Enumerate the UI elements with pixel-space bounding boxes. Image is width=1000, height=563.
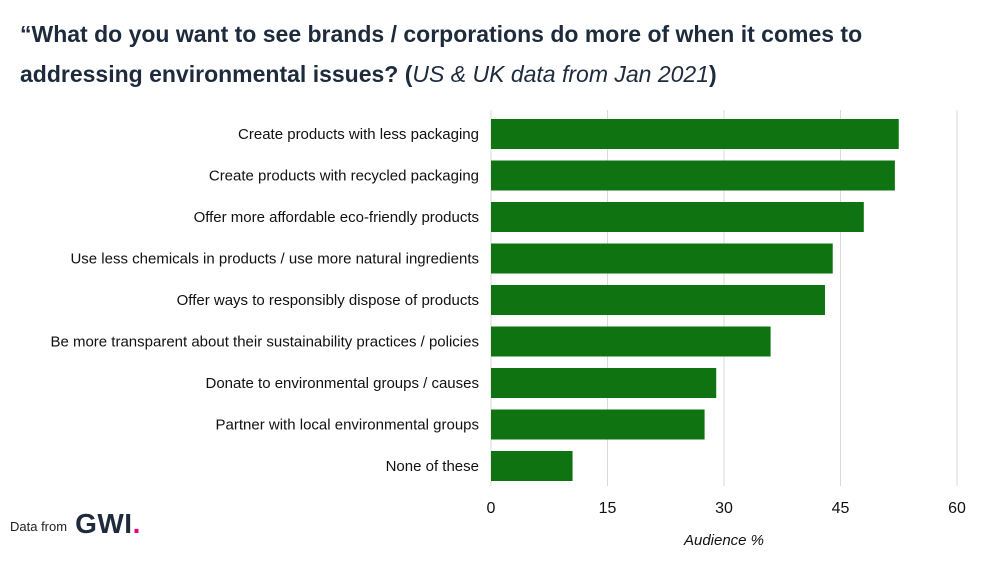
bar-2	[491, 202, 864, 232]
source-footer: Data from GWI.	[10, 508, 141, 540]
category-label-2: Offer more affordable eco-friendly produ…	[194, 209, 479, 226]
category-label-3: Use less chemicals in products / use mor…	[70, 251, 479, 268]
logo-text: GWI	[75, 508, 133, 539]
x-tick-label-1: 15	[599, 500, 617, 517]
title-main: “What do you want to see brands / corpor…	[20, 21, 863, 87]
category-label-1: Create products with recycled packaging	[209, 168, 479, 185]
x-tick-label-3: 45	[832, 500, 850, 517]
bar-8	[491, 451, 573, 481]
bar-7	[491, 409, 705, 440]
category-label-7: Partner with local environmental groups	[216, 417, 479, 434]
x-tick-label-0: 0	[487, 500, 496, 517]
x-axis-label: Audience %	[683, 532, 764, 549]
title-close: )	[709, 61, 717, 87]
bar-5	[491, 326, 771, 357]
bar-6	[491, 368, 717, 398]
x-tick-label-2: 30	[715, 500, 733, 517]
title-note: US & UK data from Jan 2021	[412, 61, 710, 87]
logo-dot: .	[132, 508, 141, 539]
bar-3	[491, 243, 833, 274]
category-label-8: None of these	[386, 458, 479, 475]
x-tick-label-4: 60	[948, 500, 966, 517]
source-label: Data from	[10, 518, 68, 534]
category-label-0: Create products with less packaging	[238, 126, 479, 143]
category-label-6: Donate to environmental groups / causes	[206, 375, 480, 392]
bar-4	[491, 285, 825, 315]
chart-title: “What do you want to see brands / corpor…	[20, 14, 980, 94]
gwi-logo: GWI.	[75, 508, 141, 540]
bar-0	[491, 119, 899, 149]
category-label-5: Be more transparent about their sustaina…	[50, 334, 479, 351]
category-label-4: Offer ways to responsibly dispose of pro…	[177, 292, 479, 309]
bar-1	[491, 160, 895, 191]
